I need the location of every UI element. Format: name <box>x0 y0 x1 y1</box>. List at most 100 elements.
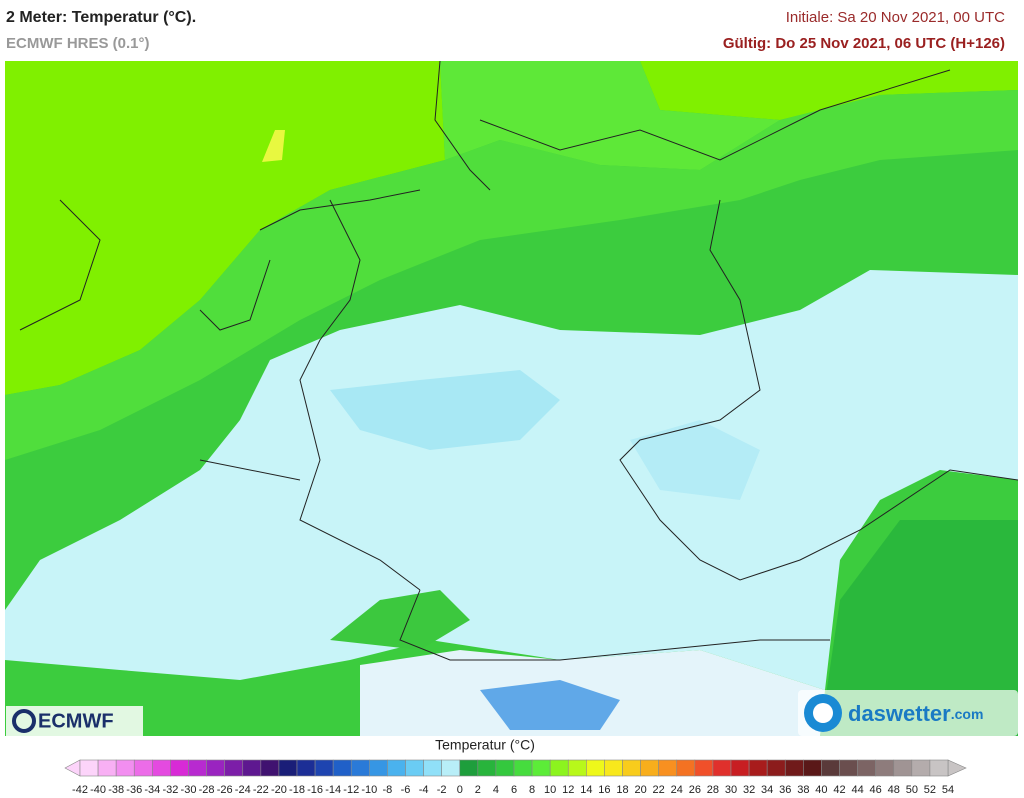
color-swatch <box>839 759 858 777</box>
logo-name: daswetter <box>848 701 951 726</box>
color-swatch <box>206 759 225 777</box>
colorbar-tick-label: 12 <box>562 784 574 796</box>
colorbar-tick-label: 32 <box>743 784 755 796</box>
alps-cold <box>480 680 620 730</box>
colorbar-tick-label: 42 <box>833 784 845 796</box>
color-swatch <box>567 759 587 777</box>
colorbar-tick-label: -42 <box>72 784 88 796</box>
colorbar-tick-label: 22 <box>653 784 665 796</box>
colorbar-tick-label: -26 <box>217 784 233 796</box>
warm-region <box>640 61 1018 120</box>
mild-region <box>5 90 1018 460</box>
colorbar-tick-label: -30 <box>181 784 197 796</box>
color-swatch <box>260 759 280 777</box>
cold-patch <box>630 420 760 500</box>
colorbar-end <box>64 759 81 777</box>
colorbar-tick-label: 24 <box>671 784 683 796</box>
ecmwf-logo: ECMWF <box>6 706 143 736</box>
colorbar-tick-label: -20 <box>271 784 287 796</box>
color-swatch <box>821 759 840 777</box>
colorbar-tick-label: 54 <box>942 784 954 796</box>
color-swatch <box>477 759 497 777</box>
colorbar-tick-label: -18 <box>289 784 305 796</box>
color-swatch <box>586 759 605 777</box>
colorbar-tick-label: 10 <box>544 784 556 796</box>
colorbar-tick-label: -38 <box>108 784 124 796</box>
colorbar-tick-label: 34 <box>761 784 773 796</box>
colorbar-tick-label: 36 <box>779 784 791 796</box>
colorbar-tick-label: -2 <box>437 784 447 796</box>
colorbar-tick-label: 52 <box>924 784 936 796</box>
color-swatch <box>278 759 298 777</box>
color-swatch <box>350 759 370 777</box>
color-swatch <box>387 759 406 777</box>
colorbar-tick-label: 6 <box>511 784 517 796</box>
color-swatch <box>423 759 442 777</box>
color-swatch <box>242 759 262 777</box>
color-swatch <box>369 759 388 777</box>
color-swatch <box>640 759 659 777</box>
color-swatch <box>893 759 913 777</box>
color-swatch <box>495 759 515 777</box>
colorbar-end <box>947 759 967 777</box>
mild-region <box>440 61 780 170</box>
colorbar-tick-label: 8 <box>529 784 535 796</box>
map-title: 2 Meter: Temperatur (°C). <box>6 9 196 26</box>
color-swatch <box>911 759 931 777</box>
color-swatch <box>188 759 207 777</box>
color-swatch <box>712 759 732 777</box>
warm-region <box>5 61 445 395</box>
color-swatch <box>549 759 569 777</box>
logo-text: ECMWF <box>38 710 114 732</box>
colorbar-tick-label: -14 <box>325 784 341 796</box>
color-swatch <box>441 759 461 777</box>
colorbar-tick-label: 44 <box>851 784 863 796</box>
colorbar-tick-label: 18 <box>616 784 628 796</box>
colorbar-tick-label: 28 <box>707 784 719 796</box>
colorbar-tick-label: -22 <box>253 784 269 796</box>
logo-icon <box>12 709 36 733</box>
color-swatch <box>784 759 804 777</box>
color-swatch <box>658 759 678 777</box>
color-swatch <box>97 759 117 777</box>
colorbar-tick-label: 46 <box>870 784 882 796</box>
color-swatch <box>622 759 641 777</box>
colorbar-tick-label: -32 <box>162 784 178 796</box>
warm-patch <box>330 590 470 650</box>
colorbar-tick-label: 4 <box>493 784 499 796</box>
color-swatch <box>748 759 768 777</box>
colorbar-tick-label: -28 <box>199 784 215 796</box>
colorbar-tick-label: -8 <box>383 784 393 796</box>
daswetter-logo: daswetter.com <box>798 690 1018 736</box>
colorbar-tick-label: 20 <box>634 784 646 796</box>
colorbar: -42 -40 -38 -36 -34 -32 -30 -28 -26 -24 -22 -20 -18-… <box>64 759 967 796</box>
map <box>5 61 1018 736</box>
colorbar-tick-label: -34 <box>144 784 160 796</box>
colorbar-tick-label: 16 <box>598 784 610 796</box>
color-swatch <box>314 759 334 777</box>
colorbar-tick-label: -4 <box>419 784 429 796</box>
color-swatch <box>152 759 171 777</box>
init-time: Initiale: Sa 20 Nov 2021, 00 UTC <box>786 9 1005 26</box>
warm-spot <box>262 130 285 162</box>
color-swatch <box>929 759 949 777</box>
color-swatch <box>459 759 479 777</box>
color-swatch <box>857 759 876 777</box>
colorbar-tick-label: 14 <box>580 784 592 796</box>
cold-patch <box>330 370 560 450</box>
color-swatch <box>332 759 352 777</box>
color-swatch <box>676 759 696 777</box>
colorbar-tick-label: 2 <box>475 784 481 796</box>
colorbar-tick-label: -12 <box>343 784 359 796</box>
model-label: ECMWF HRES (0.1°) <box>6 35 150 52</box>
logo-domain: .com <box>951 706 984 722</box>
logo-text: daswetter.com <box>848 701 983 726</box>
color-swatch <box>115 759 135 777</box>
color-swatch <box>296 759 316 777</box>
colorbar-tick-label: 50 <box>906 784 918 796</box>
colorbar-tick-label: -6 <box>401 784 411 796</box>
colorbar-tick-label: 38 <box>797 784 809 796</box>
color-swatch <box>875 759 895 777</box>
color-swatch <box>766 759 786 777</box>
